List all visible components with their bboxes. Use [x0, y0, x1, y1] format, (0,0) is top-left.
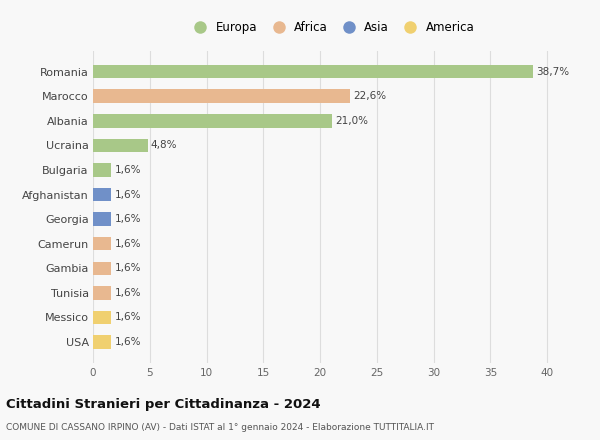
- Bar: [93, 286, 111, 300]
- Bar: [93, 65, 533, 78]
- Text: 4,8%: 4,8%: [151, 140, 178, 150]
- Text: 1,6%: 1,6%: [115, 190, 141, 199]
- Text: 1,6%: 1,6%: [115, 238, 141, 249]
- Bar: [93, 311, 111, 324]
- Text: 1,6%: 1,6%: [115, 288, 141, 298]
- Bar: [93, 114, 331, 128]
- Text: 1,6%: 1,6%: [115, 214, 141, 224]
- Text: 38,7%: 38,7%: [536, 66, 569, 77]
- Bar: [93, 237, 111, 250]
- Bar: [93, 188, 111, 201]
- Text: 22,6%: 22,6%: [353, 91, 386, 101]
- Bar: [93, 163, 111, 177]
- Legend: Europa, Africa, Asia, America: Europa, Africa, Asia, America: [186, 19, 477, 37]
- Bar: [93, 335, 111, 349]
- Bar: [93, 213, 111, 226]
- Text: 1,6%: 1,6%: [115, 337, 141, 347]
- Text: COMUNE DI CASSANO IRPINO (AV) - Dati ISTAT al 1° gennaio 2024 - Elaborazione TUT: COMUNE DI CASSANO IRPINO (AV) - Dati IST…: [6, 423, 434, 432]
- Text: 1,6%: 1,6%: [115, 263, 141, 273]
- Bar: [93, 261, 111, 275]
- Bar: [93, 139, 148, 152]
- Bar: [93, 89, 350, 103]
- Text: 1,6%: 1,6%: [115, 165, 141, 175]
- Text: 21,0%: 21,0%: [335, 116, 368, 126]
- Text: Cittadini Stranieri per Cittadinanza - 2024: Cittadini Stranieri per Cittadinanza - 2…: [6, 398, 320, 411]
- Text: 1,6%: 1,6%: [115, 312, 141, 323]
